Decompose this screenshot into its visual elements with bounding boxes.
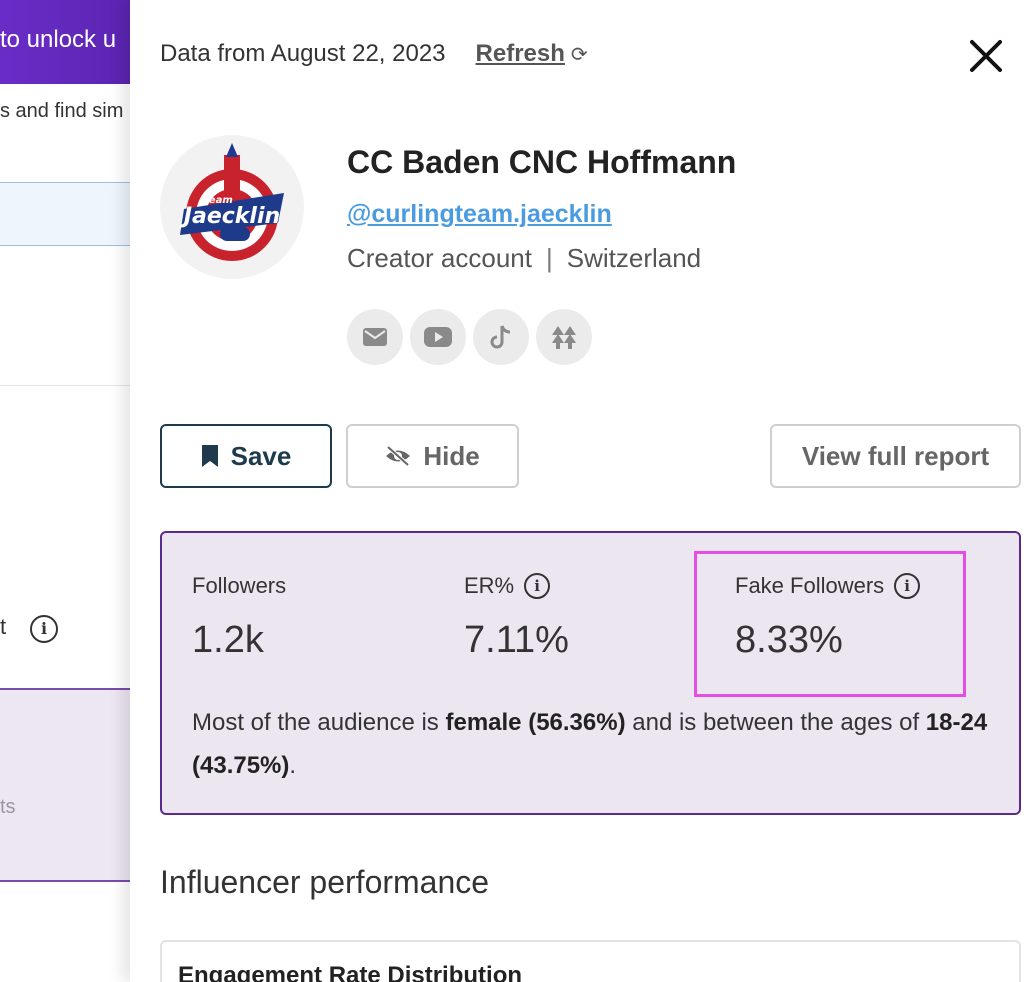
summary-text: and is between the ages of (625, 709, 926, 736)
hide-button[interactable]: Hide (346, 424, 519, 488)
background-page: to unlock u s and find sim t i ts (0, 0, 140, 982)
refresh-link[interactable]: Refresh (475, 40, 565, 67)
email-icon[interactable] (347, 309, 403, 365)
audience-summary: Most of the audience is female (56.36%) … (192, 701, 992, 787)
engagement-card: Engagement Rate Distribution (160, 940, 1021, 982)
er-label: ER% i (464, 573, 551, 599)
profile-handle-link[interactable]: @curlingteam.jaecklin (347, 200, 612, 228)
refresh-icon[interactable]: ⟳ (570, 43, 588, 66)
eye-off-icon (386, 445, 411, 467)
background-card (0, 688, 140, 882)
tiktok-icon[interactable] (473, 309, 529, 365)
er-label-text: ER% (464, 573, 515, 598)
svg-text:Jaecklin: Jaecklin (180, 204, 280, 229)
fake-followers-label-text: Fake Followers (735, 573, 885, 598)
banner-text: to unlock u (0, 26, 117, 53)
info-icon[interactable]: i (30, 615, 58, 643)
fake-followers-value: 8.33% (735, 619, 843, 661)
background-card-text: ts (0, 796, 16, 818)
save-button[interactable]: Save (160, 424, 332, 488)
profile-meta: Creator account | Switzerland (347, 243, 701, 274)
followers-label-text: Followers (192, 573, 287, 598)
account-type: Creator account (347, 243, 532, 273)
svg-text:Team: Team (203, 195, 232, 206)
info-icon[interactable]: i (894, 573, 921, 599)
followers-label: Followers (192, 573, 286, 599)
youtube-icon[interactable] (410, 309, 466, 365)
meta-separator: | (545, 243, 553, 273)
background-search-field[interactable] (0, 182, 140, 246)
followers-value: 1.2k (192, 619, 264, 661)
summary-gender: female (56.36%) (445, 709, 626, 736)
er-value: 7.11% (464, 619, 569, 661)
fake-followers-highlight (694, 551, 966, 697)
stats-card: Followers 1.2k ER% i 7.11% Fake Follower… (160, 531, 1021, 815)
avatar: Jaecklin Team (160, 135, 304, 279)
profile-country: Switzerland (566, 243, 702, 273)
close-icon[interactable] (966, 36, 1006, 76)
upgrade-banner[interactable]: to unlock u (0, 0, 140, 84)
team-logo-icon: Jaecklin Team (180, 143, 284, 261)
profile-name: CC Baden CNC Hoffmann (347, 144, 737, 180)
section-title: Influencer performance (160, 864, 490, 900)
hide-label: Hide (423, 440, 480, 471)
influencer-drawer: Data from August 22, 2023 Refresh ⟳ Jaec… (130, 0, 1030, 982)
bookmark-icon (201, 445, 218, 467)
summary-age: 18-24 (43.75%) (192, 709, 988, 779)
view-report-label: View full report (801, 440, 990, 471)
data-date-text: Data from August 22, 2023 (160, 40, 446, 67)
social-links (347, 309, 592, 365)
view-full-report-button[interactable]: View full report (770, 424, 1021, 488)
summary-text: Most of the audience is (192, 709, 446, 736)
data-date-row: Data from August 22, 2023 Refresh ⟳ (160, 40, 588, 68)
fake-followers-label: Fake Followers i (735, 573, 921, 599)
engagement-card-title: Engagement Rate Distribution (178, 962, 523, 982)
background-subtitle: s and find sim (0, 100, 124, 122)
summary-text: . (289, 752, 297, 779)
background-metric-label: t (0, 614, 7, 639)
divider (0, 385, 140, 386)
save-label: Save (230, 440, 292, 471)
info-icon[interactable]: i (524, 573, 551, 599)
linktree-icon[interactable] (536, 309, 592, 365)
